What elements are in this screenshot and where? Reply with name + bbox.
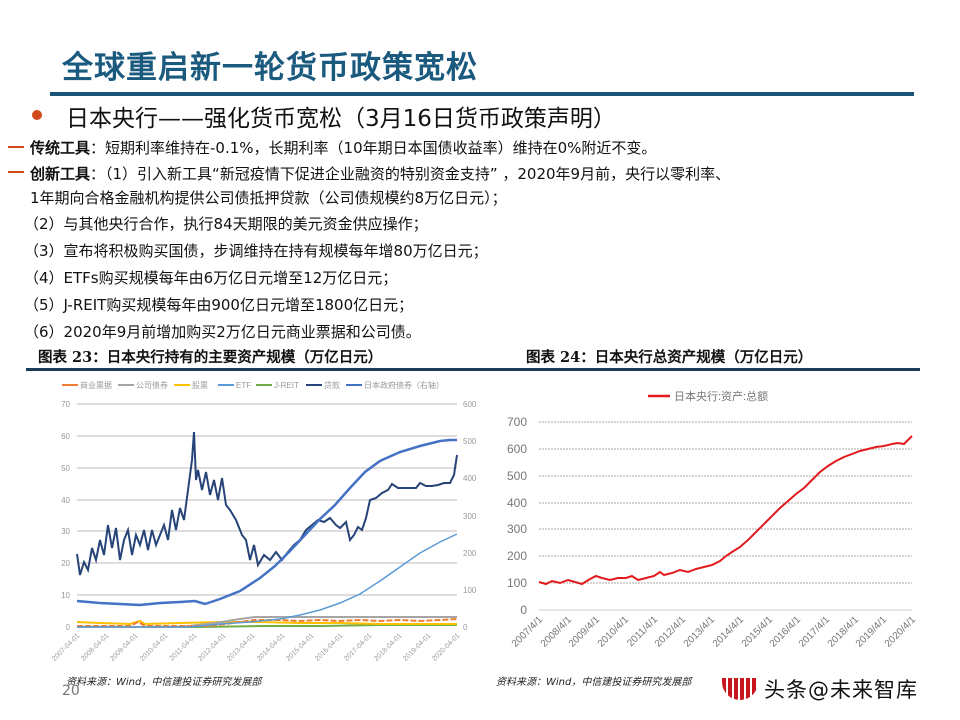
svg-text:500: 500 [463,437,477,446]
series-corporate-bonds [77,616,457,628]
svg-text:0: 0 [520,603,527,617]
legend-item: 贷款 [324,380,340,390]
bullet-icon [32,110,42,120]
traditional-tools-line: 传统工具：短期利率维持在-0.1%，长期利率（10年期日本国债收益率）维持在0%… [30,137,656,158]
series-loans [76,431,458,576]
svg-text:10: 10 [61,591,70,600]
toutiao-logo-icon [722,678,758,700]
chart24-gridlines [539,421,912,584]
dash-bullet-icon [8,146,24,148]
svg-text:2010/4/1: 2010/4/1 [596,614,632,650]
legend-item: 公司债券 [136,380,168,390]
svg-text:500: 500 [507,469,527,483]
chart24-x-axis: 2007/4/1 2008/4/1 2009/4/1 2010/4/1 2011… [510,614,919,650]
svg-text:400: 400 [463,474,477,483]
svg-text:60: 60 [61,432,70,441]
svg-text:2019-04-01: 2019-04-01 [402,632,432,662]
chart24-legend: 日本央行:资产:总额 [648,389,768,403]
legend-item: ETF [236,381,251,390]
traditional-tools-label: 传统工具 [30,139,91,157]
series-commercial-paper [77,618,458,627]
list-item: （4）ETFs购买规模每年由6万亿日元增至12万亿日元； [24,269,398,287]
svg-text:70: 70 [61,400,70,409]
series-etf [77,533,458,628]
svg-text:2012-04-01: 2012-04-01 [197,632,227,662]
svg-text:2015-04-01: 2015-04-01 [285,632,315,662]
svg-text:2018-04-01: 2018-04-01 [373,632,403,662]
chart24-caption: 图表 24：日本央行总资产规模（万亿日元） [526,349,813,366]
innovative-tools-label: 创新工具 [30,165,91,183]
chart23-gridlines [77,403,457,596]
innovative-tools-line: 创新工具：（1）引入新工具“新冠疫情下促进企业融资的特别资金支持” ，2020年… [30,163,730,184]
svg-text:100: 100 [463,586,477,595]
series-jgb-right-axis [76,438,457,607]
series-total-assets [538,435,913,586]
svg-text:2008-04-01: 2008-04-01 [80,632,110,662]
chart24-boj-total-assets: 日本央行:资产:总额 700 600 500 400 300 200 100 0 2007… [507,389,919,650]
svg-text:30: 30 [61,527,70,536]
chart23-right-axis: 600 500 400 300 200 100 0 [463,400,477,632]
chart24-y-axis: 700 600 500 400 300 200 100 0 [507,415,527,617]
slide-title: 全球重启新一轮货币政策宽松 [62,50,478,86]
page-number: 20 [62,683,80,699]
legend-item: J-REIT [274,381,299,390]
chart23-caption: 图表 23：日本央行持有的主要资产规模（万亿日元） [38,349,383,366]
chart23-left-axis: 70 60 50 40 30 20 10 0 [61,400,70,632]
svg-text:2014-04-01: 2014-04-01 [256,632,286,662]
svg-text:2010-04-01: 2010-04-01 [139,632,169,662]
svg-text:600: 600 [507,442,527,456]
svg-text:200: 200 [507,549,527,563]
chart24-source: 资料来源：Wind，中信建投证券研究发展部 [496,677,692,688]
svg-text:700: 700 [507,415,527,429]
legend-item: 日本央行:资产:总额 [674,389,768,403]
svg-text:2013-04-01: 2013-04-01 [226,632,256,662]
legend-item: 商业票据 [80,380,112,390]
list-item: （5）J-REIT购买规模每年由900亿日元增至1800亿日元； [24,296,414,314]
svg-text:2020-04-01: 2020-04-01 [431,632,461,662]
svg-text:0: 0 [66,623,71,632]
dash-bullet-icon [8,171,24,173]
chart23-source: 资料来源：Wind，中信建投证券研究发展部 [66,677,262,688]
watermark: 头条@未来智库 [722,674,918,704]
svg-text:300: 300 [507,522,527,536]
svg-text:2009-04-01: 2009-04-01 [109,632,139,662]
svg-text:2016-04-01: 2016-04-01 [314,632,344,662]
list-item: （2）与其他央行合作，执行84天期限的美元资金供应操作； [24,215,428,233]
svg-text:400: 400 [507,496,527,510]
svg-text:20: 20 [61,559,70,568]
traditional-tools-text: ：短期利率维持在-0.1%，长期利率（10年期日本国债收益率）维持在0%附近不变… [90,139,657,157]
chart23-boj-asset-holdings: 商业票据 公司债券 股票 ETF J-REIT 贷款 日本政府债券（右轴） 70… [51,380,477,663]
caption-divider [26,368,920,371]
legend-item: 日本政府债券（右轴） [364,380,444,390]
innovative-tools-text: ：（1）引入新工具“新冠疫情下促进企业融资的特别资金支持” ，2020年9月前，… [90,165,731,183]
section-heading: 日本央行——强化货币宽松（3月16日货币政策声明） [66,106,616,132]
svg-text:0: 0 [463,623,468,632]
svg-text:2007-04-01: 2007-04-01 [51,632,81,662]
svg-text:300: 300 [463,512,477,521]
svg-text:200: 200 [463,549,477,558]
innovative-tools-line-2: 1年期向合格金融机构提供公司债抵押贷款（公司债规模约8万亿日元）； [30,189,507,207]
chart23-legend: 商业票据 公司债券 股票 ETF J-REIT 贷款 日本政府债券（右轴） [62,380,444,390]
svg-text:2011-04-01: 2011-04-01 [169,632,199,662]
svg-text:40: 40 [61,496,70,505]
svg-text:100: 100 [507,576,527,590]
title-divider [50,92,914,96]
svg-text:2017-04-01: 2017-04-01 [343,632,373,662]
svg-text:2020/4/1: 2020/4/1 [883,614,919,650]
legend-item: 股票 [192,381,208,390]
svg-text:50: 50 [61,464,70,473]
chart23-x-axis: 2007-04-01 2008-04-01 2009-04-01 2010-04… [51,632,461,662]
list-item: （6）2020年9月前增加购买2万亿日元商业票据和公司债。 [24,323,421,341]
watermark-text: 头条@未来智库 [764,678,918,702]
svg-text:600: 600 [463,400,477,409]
list-item: （3）宣布将积极购买国债，步调维持在持有规模每年增80万亿日元； [24,242,488,260]
